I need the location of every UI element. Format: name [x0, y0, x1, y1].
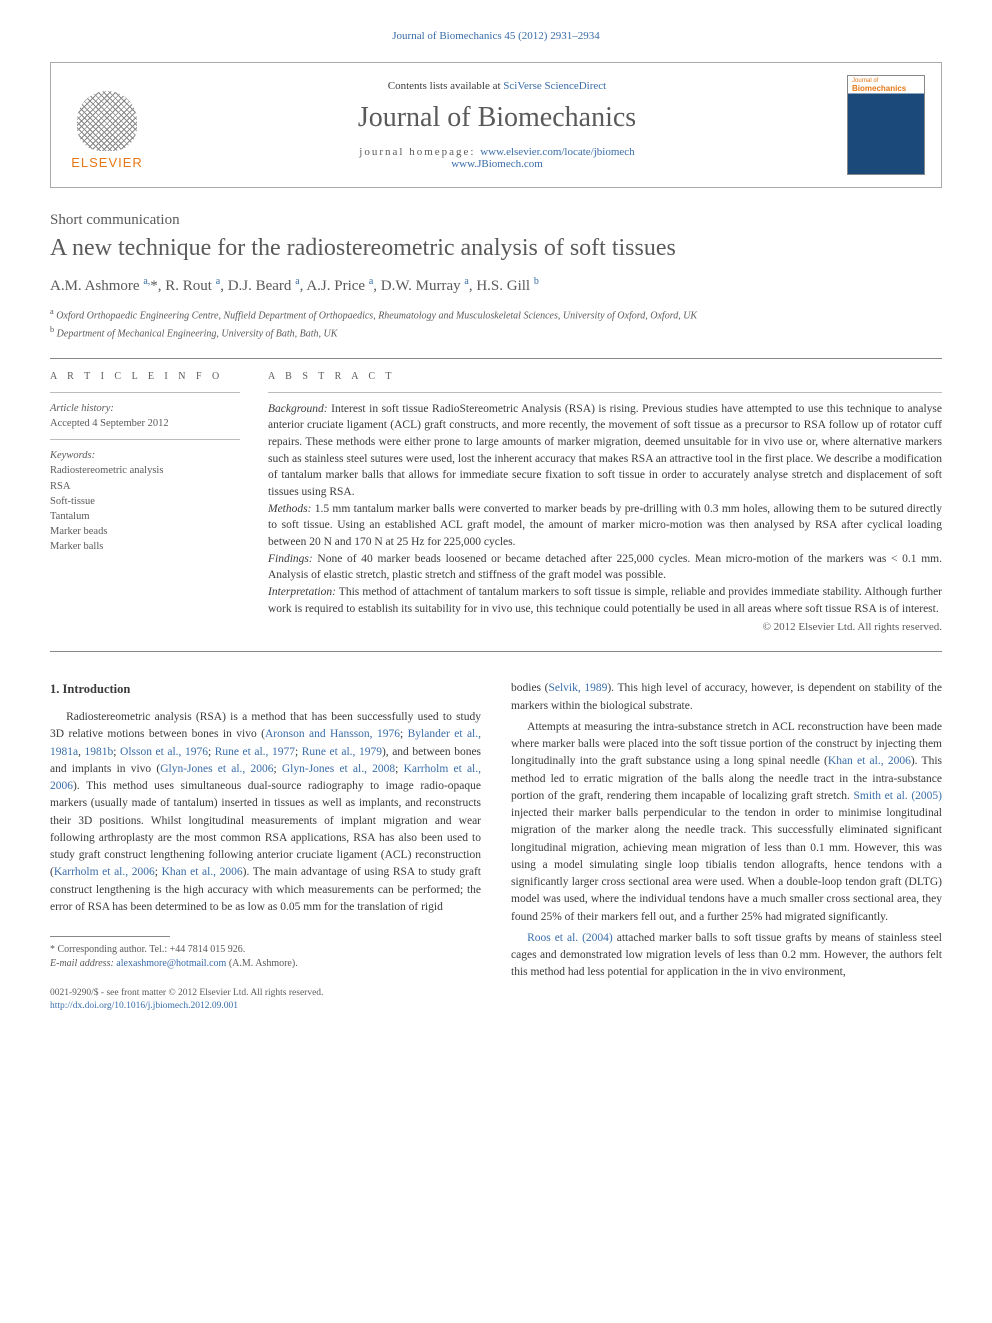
header-citation: Journal of Biomechanics 45 (2012) 2931–2…: [50, 30, 942, 42]
article-title: A new technique for the radiostereometri…: [50, 235, 942, 262]
abstract-column: A B S T R A C T Background: Interest in …: [268, 371, 942, 634]
corr-marker: *: [50, 944, 55, 955]
body-paragraph: bodies (Selvik, 1989). This high level o…: [511, 680, 942, 715]
corr-label: Corresponding author. Tel.:: [58, 944, 170, 955]
divider: [268, 392, 942, 393]
elsevier-tree-icon: [77, 91, 137, 151]
journal-cover-thumbnail: [847, 75, 925, 175]
corresponding-author-footnote: * Corresponding author. Tel.: +44 7814 0…: [50, 943, 481, 971]
corr-email-link[interactable]: alexashmore@hotmail.com: [116, 958, 226, 969]
divider: [50, 358, 942, 359]
elsevier-wordmark: ELSEVIER: [71, 155, 143, 170]
elsevier-logo: ELSEVIER: [67, 80, 147, 170]
doi-link[interactable]: http://dx.doi.org/10.1016/j.jbiomech.201…: [50, 1001, 238, 1011]
body-paragraph: Roos et al. (2004) attached marker balls…: [511, 930, 942, 982]
author-list: A.M. Ashmore a,*, R. Rout a, D.J. Beard …: [50, 276, 942, 295]
abstract-findings: None of 40 marker beads loosened or beca…: [268, 553, 942, 582]
article-info-label: A R T I C L E I N F O: [50, 371, 240, 382]
divider: [50, 392, 240, 393]
abstract-copyright: © 2012 Elsevier Ltd. All rights reserved…: [268, 621, 942, 633]
keywords-heading: Keywords:: [50, 450, 95, 461]
affiliation: a Oxford Orthopaedic Engineering Centre,…: [50, 307, 942, 321]
abstract-interpretation-label: Interpretation:: [268, 586, 336, 598]
divider: [50, 439, 240, 440]
homepage-link-2[interactable]: www.JBiomech.com: [451, 158, 543, 170]
masthead: ELSEVIER Contents lists available at Sci…: [50, 62, 942, 188]
abstract-label: A B S T R A C T: [268, 371, 942, 382]
keywords-block: Keywords: Radiostereometric analysisRSAS…: [50, 448, 240, 555]
article-info-column: A R T I C L E I N F O Article history: A…: [50, 371, 240, 634]
abstract-findings-label: Findings:: [268, 553, 313, 565]
info-abstract-row: A R T I C L E I N F O Article history: A…: [50, 371, 942, 634]
body-column-left: 1. Introduction Radiostereometric analys…: [50, 680, 481, 1013]
footnote-divider: [50, 936, 170, 937]
body-column-right: bodies (Selvik, 1989). This high level o…: [511, 680, 942, 1013]
article-type: Short communication: [50, 212, 942, 229]
history-accepted: Accepted 4 September 2012: [50, 418, 169, 429]
keywords-list: Radiostereometric analysisRSASoft-tissue…: [50, 465, 163, 552]
body-columns: 1. Introduction Radiostereometric analys…: [50, 680, 942, 1013]
body-paragraph: Radiostereometric analysis (RSA) is a me…: [50, 709, 481, 916]
abstract-background-label: Background:: [268, 403, 328, 415]
divider: [50, 651, 942, 652]
abstract-methods: 1.5 mm tantalum marker balls were conver…: [268, 503, 942, 548]
contents-prefix: Contents lists available at: [388, 80, 503, 92]
masthead-center: Contents lists available at SciVerse Sci…: [147, 80, 847, 170]
homepage-link-1[interactable]: www.elsevier.com/locate/jbiomech: [480, 146, 634, 158]
sciencedirect-link[interactable]: SciVerse ScienceDirect: [503, 80, 606, 92]
abstract-background: Interest in soft tissue RadioStereometri…: [268, 403, 942, 498]
article-history: Article history: Accepted 4 September 20…: [50, 401, 240, 431]
body-paragraph: Attempts at measuring the intra-substanc…: [511, 719, 942, 926]
contents-line: Contents lists available at SciVerse Sci…: [147, 80, 847, 92]
affiliations: a Oxford Orthopaedic Engineering Centre,…: [50, 307, 942, 340]
front-matter-line: 0021-9290/$ - see front matter © 2012 El…: [50, 988, 323, 998]
affiliation: b Department of Mechanical Engineering, …: [50, 325, 942, 339]
email-label: E-mail address:: [50, 958, 114, 969]
document-footer: 0021-9290/$ - see front matter © 2012 El…: [50, 987, 481, 1014]
corr-email-name: (A.M. Ashmore).: [229, 958, 298, 969]
section-heading-introduction: 1. Introduction: [50, 680, 481, 699]
abstract-interpretation: This method of attachment of tantalum ma…: [268, 586, 942, 615]
corr-tel: +44 7814 015 926.: [170, 944, 246, 955]
homepage-label: journal homepage:: [359, 146, 480, 158]
journal-name: Journal of Biomechanics: [147, 102, 847, 134]
abstract-text: Background: Interest in soft tissue Radi…: [268, 401, 942, 618]
history-heading: Article history:: [50, 403, 114, 414]
homepage-line: journal homepage: www.elsevier.com/locat…: [147, 146, 847, 170]
abstract-methods-label: Methods:: [268, 503, 311, 515]
